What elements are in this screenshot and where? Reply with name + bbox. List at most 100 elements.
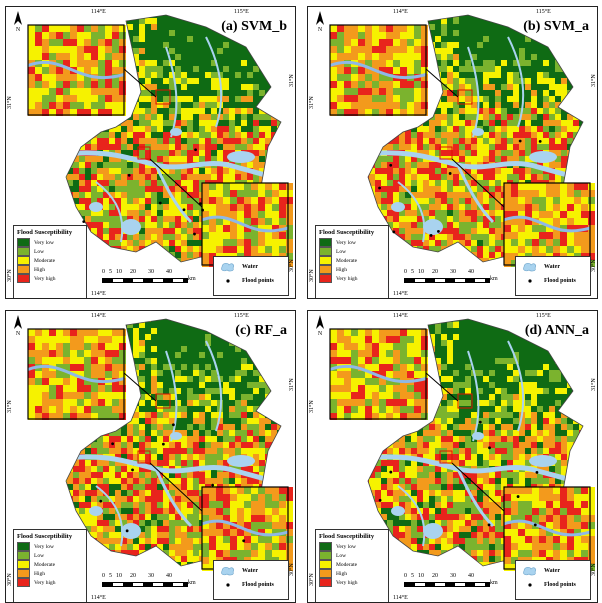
scale-bar: 0 5 10 20 30 40 km [404,573,500,593]
legend-swatch [17,560,30,569]
map-panel-4: N 114°E 115°E 114°E 115°E 31°N 30°N 31°N… [307,310,598,603]
scale-mark: 20 [130,269,136,275]
lat-tick-top: 31°N [7,400,13,413]
flood-point [99,499,103,503]
legend-row: Low [319,247,388,256]
water-label: Water [242,264,258,270]
flood-point [125,529,129,533]
flood-points-label: Flood points [544,278,576,284]
panel-title: (d) ANN_a [524,323,589,338]
lon-tick-left-bottom: 114°E [91,595,106,601]
lake [472,128,484,136]
scale-bar-graphic [102,278,188,283]
legend-row: Very low [17,542,86,551]
legend-swatch [17,247,30,256]
flood-point [487,523,491,527]
flood-point-icon [528,583,532,587]
lon-tick-left-bottom: 114°E [91,291,106,297]
scale-mark: 30 [450,269,456,275]
legend-row: Low [17,247,86,256]
lake [170,128,182,136]
susceptibility-legend: Flood Susceptibility Very low Low Moderate… [315,529,389,602]
lon-tick-right: 115°E [234,313,249,319]
scale-mark: 5 [411,573,414,579]
lat-tick-bottom-right: 30°N [289,259,295,272]
scale-mark: 20 [432,573,438,579]
lake [227,455,255,467]
lake [472,432,484,440]
scale-bar-graphic [404,582,490,587]
legend-swatch [17,578,30,587]
zoom-inset [503,182,595,267]
legend-row: High [319,265,388,274]
legend-label: Low [336,248,347,255]
scale-mark: 40 [166,573,172,579]
scale-unit: km [490,276,498,282]
lat-tick-top-right: 31°N [289,378,295,391]
scale-mark: 40 [166,269,172,275]
legend-label: Moderate [336,257,358,264]
flood-point [182,208,186,212]
study-area-boundary [65,14,282,268]
scale-mark: 10 [116,573,122,579]
scale-unit: km [188,580,196,586]
lat-tick-top-right: 31°N [289,74,295,87]
scale-bar-graphic [102,582,188,587]
lake [89,202,103,212]
legend-row: Moderate [319,560,388,569]
lat-tick-top: 31°N [309,96,315,109]
legend-row: Very high [17,274,86,283]
panel-title: (a) SVM_b [221,19,287,34]
legend-label: High [336,570,347,577]
legend-title: Flood Susceptibility [319,533,375,540]
flood-point [242,539,246,543]
lake [391,506,405,516]
scale-mark: 40 [468,269,474,275]
zoom-inset [329,24,428,116]
water-legend: Water Flood points [515,560,591,600]
scale-mark: 10 [116,269,122,275]
susceptibility-map [27,14,293,268]
susceptibility-map [27,318,293,572]
water-legend: Water Flood points [213,560,289,600]
legend-row: Low [17,551,86,560]
zoom-inset [201,486,293,571]
flood-point [111,442,115,446]
legend-label: Low [34,248,45,255]
lon-tick-right: 115°E [536,9,551,15]
scale-mark: 10 [418,269,424,275]
lake [170,432,182,440]
map-panel-2: N 114°E 115°E 114°E 115°E 31°N 30°N 31°N… [307,6,598,299]
flood-point [448,172,452,175]
scale-bar-graphic [404,278,490,283]
scale-mark: 20 [432,269,438,275]
water-label: Water [544,568,560,574]
legend-swatch [17,256,30,265]
river [205,340,223,432]
lake [121,523,141,539]
legend-swatch [319,551,332,560]
lon-tick-left-bottom: 114°E [393,595,408,601]
north-arrow-icon: N [316,11,324,33]
north-label: N [317,331,323,337]
legend-row: Moderate [17,256,86,265]
flood-point [211,483,215,487]
legend-label: Very high [34,579,56,586]
legend-label: Moderate [34,561,56,568]
legend-title: Flood Susceptibility [17,533,73,540]
legend-row: Very high [319,578,388,587]
river [165,350,178,442]
legend-row: High [17,569,86,578]
lon-tick-right: 115°E [234,9,249,15]
lon-tick-left: 114°E [393,313,408,319]
scale-mark: 5 [109,573,112,579]
legend-label: Very low [336,239,357,246]
legend-swatch [319,569,332,578]
lake [89,506,103,516]
study-area-boundary [65,318,282,572]
legend-row: Moderate [17,560,86,569]
legend-swatch [17,551,30,560]
susceptibility-legend: Flood Susceptibility Very low Low Moderate… [13,225,87,298]
legend-row: Very low [319,238,388,247]
scale-mark: 30 [450,573,456,579]
